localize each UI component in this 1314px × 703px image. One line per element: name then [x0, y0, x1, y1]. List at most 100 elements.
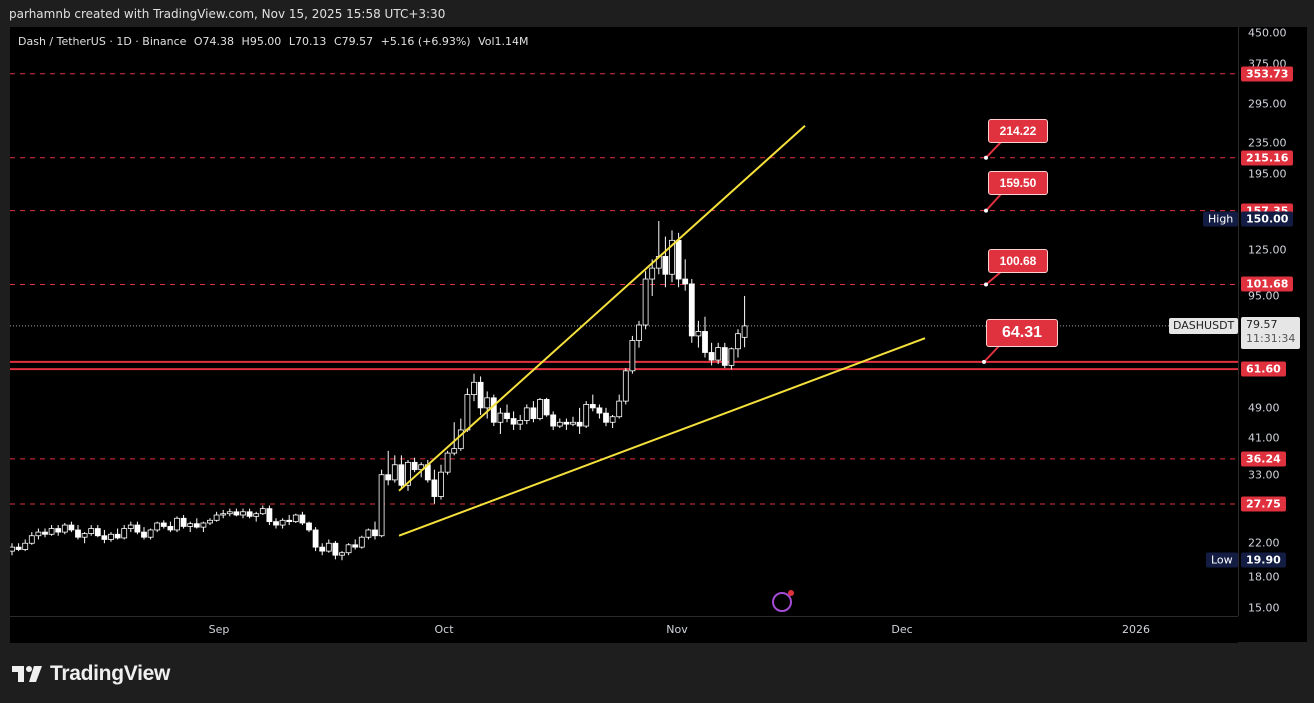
price-axis-label: 18.00 [1248, 570, 1280, 584]
last-price-value: 79.57 [1246, 317, 1278, 331]
candle-body [405, 461, 411, 486]
symbol-legend[interactable]: Dash / TetherUS · 1D · Binance O74.38 H9… [18, 35, 533, 48]
candle-body [141, 531, 147, 538]
callout-pointer [985, 192, 1003, 212]
candle-body [286, 519, 293, 523]
legend-low: L70.13 [288, 35, 327, 48]
candle-body [68, 524, 75, 531]
price-callout[interactable]: 64.31 [986, 319, 1058, 347]
candle-body [339, 552, 345, 556]
candle-body [484, 397, 491, 409]
candle-body [702, 331, 708, 353]
candle-body [372, 529, 378, 537]
candle-body [246, 511, 253, 517]
legend-symbol[interactable]: Dash / TetherUS · 1D · Binance [18, 35, 187, 48]
candle-body [444, 452, 451, 473]
candle-body [352, 544, 359, 548]
trendline-1 [398, 337, 926, 537]
callout-anchor [984, 155, 988, 160]
bar-countdown: 11:31:34 [1246, 331, 1296, 345]
candle-body [669, 239, 675, 275]
candle-body [550, 414, 557, 427]
tradingview-icon [12, 666, 42, 682]
candle-body [431, 479, 438, 497]
price-callout[interactable]: 159.50 [988, 171, 1048, 195]
axis-corner [1238, 616, 1306, 642]
legend-volume: Vol1.14M [478, 35, 529, 48]
callout-pointer [985, 140, 1003, 159]
price-callout[interactable]: 214.22 [988, 119, 1048, 143]
candle-body [596, 407, 603, 414]
price-axis-label: 33.00 [1248, 468, 1280, 482]
candle-body [167, 526, 174, 531]
price-axis[interactable]: 450.00 375.00 295.00 235.00 195.00 125.00 95.0… [1238, 27, 1307, 642]
candle-body [180, 517, 187, 527]
price-axis-label: 450.00 [1248, 27, 1287, 40]
candle-body [556, 421, 563, 427]
candle-body [688, 283, 695, 337]
candle-body [391, 464, 398, 481]
high-badge-label: High [1203, 211, 1238, 227]
time-axis-label: Dec [891, 623, 913, 636]
candle-body [55, 528, 62, 533]
candle-body [675, 239, 682, 280]
level-price-tag: 101.68 [1241, 276, 1294, 292]
symbol-badge: DASHUSDT [1169, 317, 1238, 334]
candle-body [193, 523, 200, 528]
candle-body [299, 514, 306, 524]
candle-body [735, 333, 741, 350]
chart-header: parhamnb created with TradingView.com, N… [0, 0, 1314, 27]
candle-body [312, 529, 319, 548]
candle-body [490, 397, 497, 423]
tradingview-logo[interactable]: TradingView [12, 660, 170, 688]
candle-body [325, 542, 332, 552]
candle-body [240, 511, 246, 516]
candle-body [114, 533, 121, 539]
candle-body [629, 340, 636, 372]
candle-body [108, 533, 114, 540]
candle-body [365, 529, 372, 538]
time-axis-label: 2026 [1122, 623, 1150, 636]
legend-high: H95.00 [241, 35, 282, 48]
candle-body [134, 524, 141, 533]
callout-anchor [984, 282, 988, 287]
candle-body [358, 536, 365, 548]
header-author-text: parhamnb created with TradingView.com, N… [9, 7, 446, 21]
callout-anchor [984, 208, 988, 213]
candle-body [563, 421, 570, 425]
candle-body [22, 542, 29, 550]
candle-body [728, 348, 735, 366]
trendline-0 [398, 124, 806, 492]
candle-body [464, 394, 471, 431]
candle-body [200, 522, 207, 528]
low-badge-label: Low [1206, 552, 1238, 568]
price-axis-label: 295.00 [1248, 97, 1287, 111]
legend-change: +5.16 (+6.93%) [380, 35, 471, 48]
candle-body [583, 404, 590, 427]
candle-body [682, 278, 689, 285]
time-axis-label: Oct [434, 623, 454, 636]
price-axis-label: 235.00 [1248, 136, 1287, 150]
candle-body [35, 531, 42, 537]
price-axis-label: 41.00 [1248, 431, 1280, 445]
time-axis[interactable]: Sep Oct Nov Dec 2026 [10, 616, 1238, 643]
candle-body [147, 529, 154, 538]
time-axis-label: Nov [666, 623, 688, 636]
candle-body [253, 513, 260, 517]
price-callout[interactable]: 100.68 [988, 249, 1048, 273]
notification-dot [788, 590, 794, 596]
chart-plot-area[interactable]: Dash / TetherUS · 1D · Binance O74.38 H9… [10, 27, 1238, 616]
candle-body [576, 421, 583, 427]
candle-body [497, 412, 504, 423]
candle-body [127, 524, 134, 529]
candle-body [306, 522, 312, 531]
candle-body [708, 352, 715, 361]
lightning-icon[interactable] [772, 590, 794, 612]
candle-body [662, 256, 669, 275]
price-axis-label: 195.00 [1248, 167, 1287, 181]
candle-body [517, 420, 524, 425]
candle-body [504, 412, 510, 419]
candle-body [220, 513, 227, 516]
candle-body [154, 522, 161, 531]
candle-body [292, 514, 299, 523]
